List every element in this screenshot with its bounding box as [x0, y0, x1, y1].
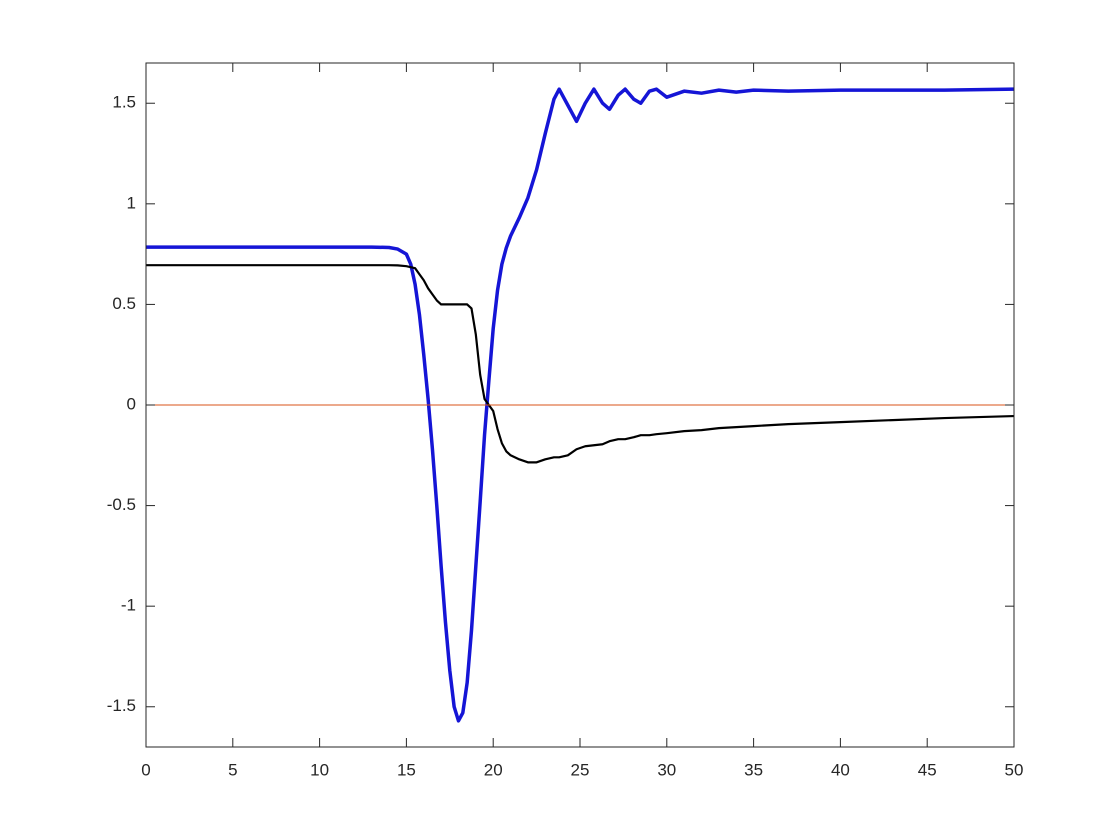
- x-tick-label: 40: [831, 760, 850, 779]
- x-tick-label: 30: [657, 760, 676, 779]
- x-tick-label: 50: [1005, 760, 1024, 779]
- x-tick-label: 15: [397, 760, 416, 779]
- axes-box: [145, 62, 1015, 748]
- x-tick-label: 0: [141, 760, 150, 779]
- y-tick-label: -1: [121, 596, 136, 615]
- line-series-0: [146, 87, 1015, 723]
- x-tick-label: 25: [571, 760, 590, 779]
- x-tick-label: 35: [744, 760, 763, 779]
- y-tick-label: -1.5: [107, 696, 136, 715]
- y-tick-label: 1: [127, 193, 136, 212]
- x-tick-label: 20: [484, 760, 503, 779]
- x-tick-label: 45: [918, 760, 937, 779]
- x-tick-label: 10: [310, 760, 329, 779]
- y-tick-label: 0.5: [112, 294, 136, 313]
- y-tick-label: -0.5: [107, 495, 136, 514]
- y-tick-label: 0: [127, 394, 136, 413]
- y-tick-label: 1.5: [112, 93, 136, 112]
- line-series-1: [146, 264, 1015, 464]
- x-tick-label: 5: [228, 760, 237, 779]
